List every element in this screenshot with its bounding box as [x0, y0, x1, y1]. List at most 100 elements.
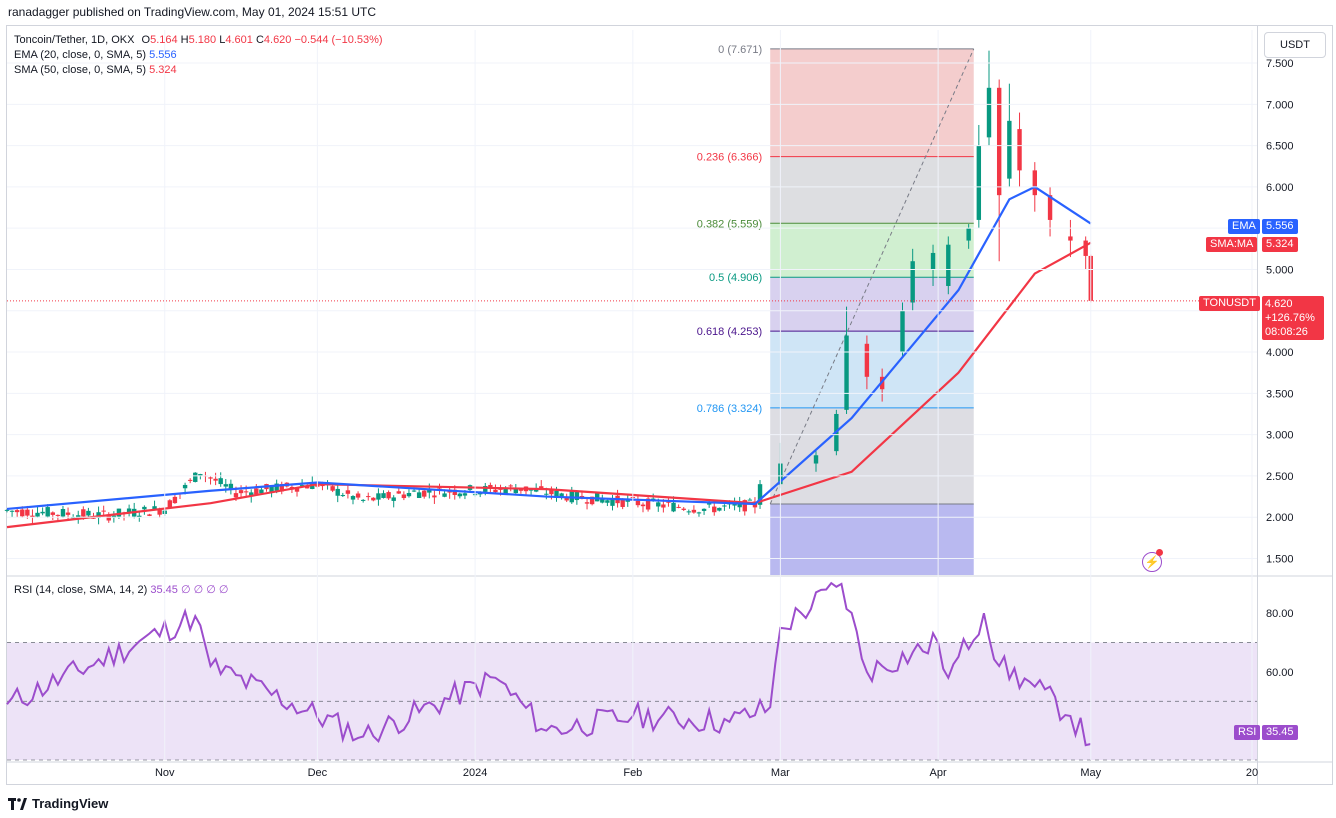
candle-body [564, 497, 569, 501]
candle-body [137, 515, 142, 518]
fib-level-label: 0.382 (5.559) [697, 218, 762, 230]
candle-body [488, 484, 493, 488]
chart-frame[interactable] [6, 25, 1258, 785]
price-tick-label: 7.500 [1266, 58, 1294, 70]
candle-body [187, 479, 193, 481]
fib-level-label: 0.5 (4.906) [709, 272, 762, 284]
candle-body [249, 492, 254, 497]
price-tick-label: 3.000 [1266, 430, 1294, 442]
candle-body [946, 244, 951, 286]
candle-body [376, 493, 381, 500]
legend: Toncoin/Tether, 1D, OKX O5.164 H5.180 L4… [14, 33, 383, 78]
candle-body [45, 507, 50, 517]
fib-zone [770, 277, 974, 332]
candle-body [30, 515, 35, 518]
candle-body [610, 499, 615, 506]
candle-body [9, 510, 15, 512]
candle-body [254, 488, 259, 495]
candle-body [401, 494, 407, 499]
candle-body [182, 484, 188, 489]
candle-body [304, 486, 310, 489]
candle-body [294, 488, 300, 492]
candle-body [457, 493, 463, 497]
time-tick-label: Feb [623, 767, 642, 779]
candle-body [432, 495, 437, 498]
candle-body [228, 483, 234, 489]
candle-body [706, 503, 712, 505]
legend-sma-value: 5.324 [149, 64, 177, 76]
time-tick-label: 2024 [463, 767, 487, 779]
bar-countdown: 08:08:26 [1265, 326, 1308, 338]
fib-trend-line [769, 48, 975, 505]
candle-body [666, 501, 671, 503]
moving-averages [6, 185, 1257, 529]
candle-body [747, 499, 753, 501]
tradingview-icon [8, 797, 27, 810]
legend-change: −0.544 (−10.53%) [294, 34, 383, 46]
candle-body [335, 488, 340, 496]
time-tick-label: Dec [308, 767, 328, 779]
time-tick-label: Apr [930, 767, 947, 779]
candle-body [676, 506, 681, 508]
sma-value-tag: 5.324 [1262, 237, 1298, 252]
candle-body [330, 486, 335, 491]
candle-body [600, 498, 605, 503]
legend-ohlc-row: Toncoin/Tether, 1D, OKX O5.164 H5.180 L4… [14, 34, 383, 46]
candle-body [671, 502, 676, 512]
candle-body [299, 485, 305, 487]
fib-zone [770, 156, 974, 224]
candle-body [386, 492, 391, 499]
rsi-legend-value: 35.45 [150, 584, 178, 596]
fib-zone [770, 503, 974, 575]
candle-body [371, 497, 376, 501]
candle-body [101, 510, 106, 512]
candle-body [549, 489, 554, 495]
candle-body [640, 504, 646, 507]
ema-value-tag: 5.556 [1262, 219, 1298, 234]
candle-body [218, 478, 223, 485]
candle-body [976, 145, 982, 220]
candle-body [360, 499, 366, 501]
candle-body [864, 343, 870, 377]
candle-body [355, 493, 361, 498]
candle-body [656, 502, 661, 507]
rsi-tick-label: 80.00 [1266, 608, 1294, 620]
time-tick-label: Nov [155, 767, 175, 779]
currency-button[interactable]: USDT [1264, 32, 1326, 58]
legend-high: 5.180 [188, 34, 217, 46]
legend-low: 4.601 [225, 34, 253, 46]
candle-body [620, 499, 625, 507]
price-axis[interactable] [1258, 25, 1333, 785]
candle-body [142, 506, 147, 510]
candle-body [152, 506, 157, 510]
sma-name-tag: SMA:MA [1206, 237, 1258, 252]
price-tick-label: 3.500 [1266, 388, 1294, 400]
candle-body [20, 509, 25, 517]
price-tick-label: 1.500 [1266, 553, 1294, 565]
candle-body [442, 493, 447, 497]
candle-body [167, 500, 173, 508]
rsi-tick-label: 60.00 [1266, 667, 1294, 679]
legend-open: 5.164 [150, 34, 178, 46]
candle-body [1068, 236, 1073, 241]
lightning-icon[interactable]: ⚡ [1142, 552, 1162, 572]
price-tick-label: 6.000 [1266, 182, 1294, 194]
price-tick-label: 5.000 [1266, 264, 1294, 276]
candle-body [554, 490, 559, 498]
candle-body [157, 509, 162, 515]
candle-body [213, 478, 218, 481]
candle-body [243, 491, 249, 493]
tradingview-logo[interactable]: TradingView [8, 796, 108, 811]
price-tick-label: 6.500 [1266, 141, 1294, 153]
candle-body [528, 489, 534, 491]
rsi-legend-label: RSI (14, close, SMA, 14, 2) [14, 584, 148, 596]
candle-body [717, 507, 722, 511]
candle-body [416, 492, 422, 499]
candle-body [533, 488, 539, 492]
candle-body [91, 517, 96, 519]
candle-body [381, 493, 386, 498]
candle-body [452, 489, 457, 495]
candle-body [966, 228, 971, 241]
ema20-line [6, 185, 1092, 511]
